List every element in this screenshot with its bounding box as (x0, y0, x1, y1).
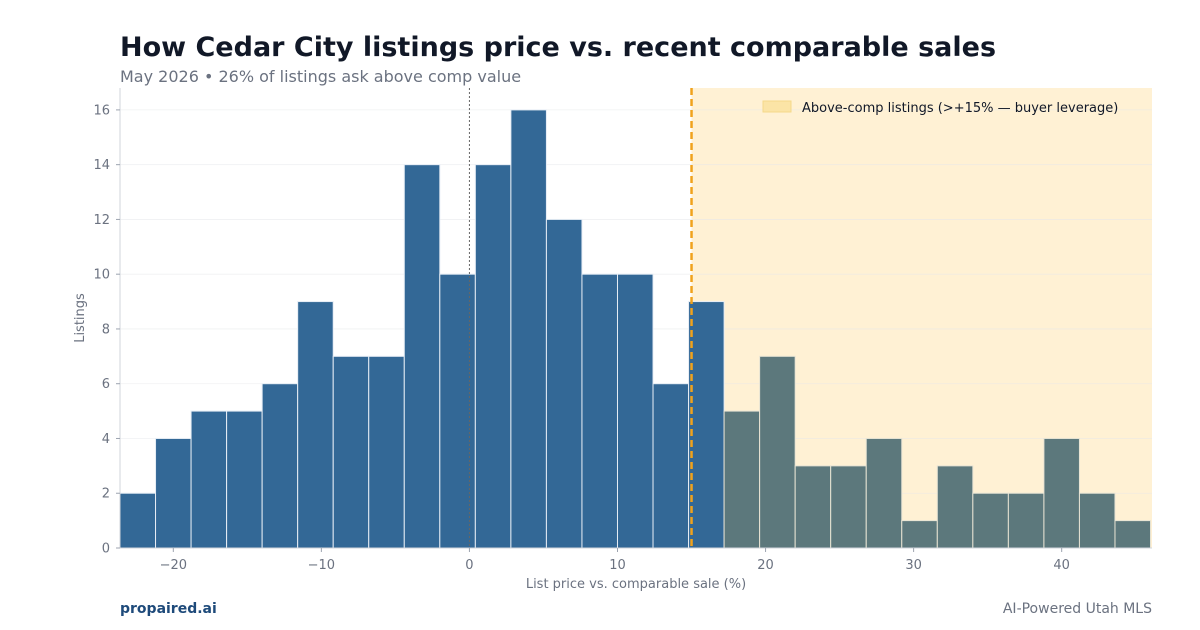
bar (652, 383, 690, 549)
bar (688, 301, 725, 549)
bar-above-comp (1007, 492, 1045, 549)
x-tick-label: 20 (757, 558, 774, 573)
x-tick-label: 0 (465, 558, 473, 573)
y-tick-label: 16 (93, 103, 110, 118)
bar (616, 273, 654, 549)
bar-above-comp (865, 437, 903, 549)
bar (155, 437, 192, 549)
bar-above-comp (1114, 520, 1152, 549)
bar-above-comp (1043, 437, 1080, 549)
bar (403, 164, 441, 549)
bar (119, 492, 157, 549)
bar (368, 355, 405, 549)
chart-subtitle: May 2026 • 26% of listings ask above com… (120, 67, 522, 86)
x-axis-label: List price vs. comparable sale (%) (526, 577, 746, 592)
y-tick-label: 12 (93, 213, 110, 228)
legend-label: Above-comp listings (>+15% — buyer lever… (802, 101, 1118, 116)
x-tick-label: −20 (160, 558, 187, 573)
bar (226, 410, 263, 549)
brand-footer: propaired.ai (120, 601, 217, 617)
y-tick-label: 4 (102, 432, 110, 447)
bar (510, 109, 547, 549)
y-tick-label: 0 (102, 542, 110, 557)
x-tick-label: −10 (308, 558, 335, 573)
x-tick-label: 40 (1053, 558, 1070, 573)
bar (261, 383, 299, 549)
bar-above-comp (972, 492, 1009, 549)
x-tick-label: 10 (609, 558, 626, 573)
y-tick-label: 10 (93, 268, 110, 283)
legend-swatch (762, 100, 792, 113)
y-axis-label: Listings (73, 293, 88, 343)
bar-above-comp (1078, 492, 1116, 549)
bar-above-comp (723, 410, 761, 549)
y-tick-label: 2 (102, 487, 110, 502)
x-tick-label: 30 (905, 558, 922, 573)
y-tick-label: 6 (102, 377, 110, 392)
chart-title: How Cedar City listings price vs. recent… (120, 32, 997, 63)
bar (581, 273, 618, 549)
tagline-footer: AI-Powered Utah MLS (1002, 601, 1152, 617)
y-tick-label: 8 (102, 322, 110, 337)
bar (332, 355, 370, 549)
bar-above-comp (830, 465, 867, 549)
bar-above-comp (901, 520, 938, 549)
bar (297, 301, 334, 549)
y-tick-label: 14 (93, 158, 110, 173)
bar-above-comp (794, 465, 832, 549)
bar (190, 410, 228, 549)
bar-above-comp (759, 355, 796, 549)
bar (474, 164, 512, 549)
bar (545, 218, 583, 549)
bar (439, 273, 476, 549)
bar-above-comp (936, 465, 974, 549)
